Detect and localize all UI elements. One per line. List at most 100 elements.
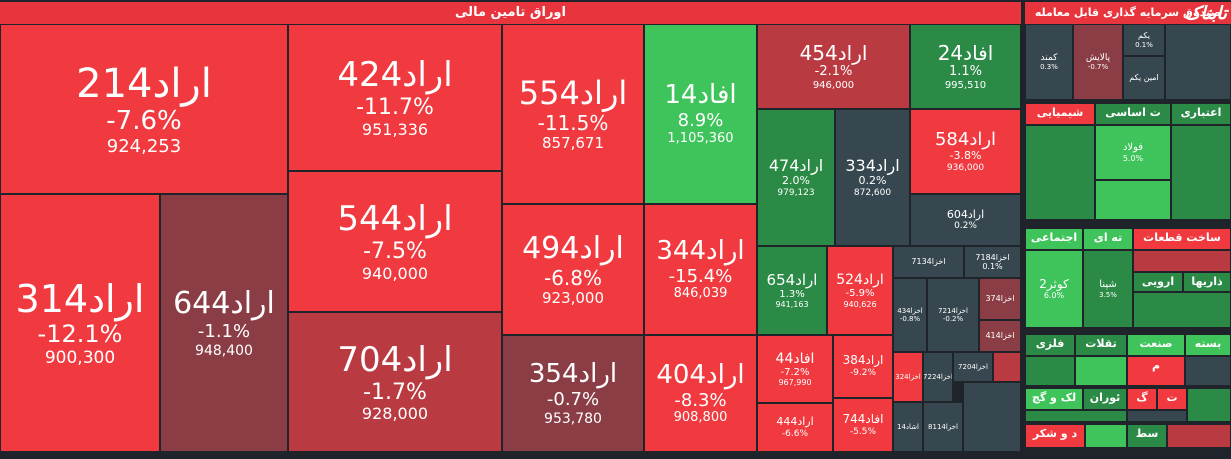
tile-volume: 941,163 (775, 300, 809, 310)
fund-tile[interactable]: امین یکم (1123, 56, 1165, 100)
sector-header[interactable]: صنعت (1127, 334, 1185, 356)
sector-block[interactable] (1171, 125, 1231, 220)
sector-header[interactable]: د و شکر (1025, 424, 1085, 448)
treemap-tile[interactable]: اراد644 -1.1% 948,400 (160, 194, 288, 452)
tile-volume: 979,123 (777, 187, 815, 198)
small-tile[interactable]: اخزا7184 0.1% (964, 246, 1021, 278)
sector-block[interactable] (1025, 410, 1127, 422)
small-tile[interactable] (1165, 24, 1231, 100)
tile-change: -11.7% (356, 95, 434, 121)
tile-volume: 946,000 (812, 79, 855, 91)
small-tile[interactable]: اخزا324 (893, 352, 923, 402)
treemap-tile[interactable]: افاد744 -5.5% (833, 398, 893, 452)
sector-header[interactable]: ساخت قطعات (1133, 228, 1231, 250)
sector-block[interactable] (1095, 180, 1171, 220)
treemap-tile[interactable]: اراد604 0.2% (910, 194, 1021, 246)
tile-change: -1.1% (197, 320, 251, 342)
small-tile[interactable]: اخزا434 -0.8% (893, 278, 927, 352)
sector-block[interactable] (1127, 410, 1187, 422)
sector-header[interactable]: سط (1127, 424, 1167, 448)
tile-change: 3.5% (1099, 290, 1117, 299)
sector-header[interactable]: بسته (1185, 334, 1231, 356)
fund-tile[interactable]: کمند 0.3% (1025, 24, 1073, 100)
small-tile[interactable] (993, 352, 1021, 382)
treemap-tile[interactable]: اراد404 -8.3% 908,800 (644, 335, 757, 452)
treemap-tile[interactable]: اراد494 -6.8% 923,000 (502, 204, 644, 335)
treemap-tile[interactable]: اراد424 -11.7% 951,336 (288, 24, 502, 171)
sector-header[interactable]: ارویی (1133, 272, 1183, 292)
sector-header[interactable]: ئوران (1083, 388, 1127, 410)
tile-symbol: اراد654 (766, 270, 818, 289)
sector-header[interactable]: ت اساسی (1095, 103, 1171, 125)
tile-change: -9.2% (849, 368, 877, 379)
treemap-tile[interactable]: اراد354 -0.7% 953,780 (502, 335, 644, 452)
tile-symbol: شپنا (1099, 279, 1117, 291)
sector-header[interactable]: شیمیایی (1025, 103, 1095, 125)
tile-volume: 900,300 (44, 347, 116, 368)
sector-block[interactable] (1187, 388, 1231, 422)
small-tile[interactable]: اخزا7224 (923, 352, 953, 402)
tile-volume: 951,336 (361, 119, 429, 139)
tile-symbol: اراد454 (799, 40, 868, 65)
sector-header[interactable]: لک و گچ (1025, 388, 1083, 410)
tile-symbol: اراد444 (776, 415, 814, 428)
treemap-tile[interactable]: افاد44 -7.2% 967,990 (757, 335, 833, 403)
treemap-tile[interactable]: اراد314 -12.1% 900,300 (0, 194, 160, 452)
sector-block[interactable] (1085, 424, 1127, 448)
fund-tile[interactable]: پالایش -0.7% (1073, 24, 1123, 100)
tile-volume: 1,105,360 (667, 130, 734, 146)
sector-block[interactable] (1025, 356, 1075, 386)
treemap-tile[interactable]: اراد554 -11.5% 857,671 (502, 24, 644, 204)
small-tile[interactable]: اخزا7134 (893, 246, 964, 278)
treemap-tile[interactable]: افاد24 1.1% 995,510 (910, 24, 1021, 109)
tile-symbol: اخزا374 (985, 294, 1015, 304)
sector-header[interactable]: ذاریها (1183, 272, 1231, 292)
sector-block[interactable] (1185, 356, 1231, 386)
sector-block[interactable]: کوثر2 6.0% (1025, 250, 1083, 328)
sector-block[interactable] (1133, 292, 1231, 328)
sector-header[interactable]: اعتباری (1171, 103, 1231, 125)
small-tile[interactable]: اخزا7204 (953, 352, 993, 382)
treemap-tile[interactable]: اراد524 -5.9% 940,626 (827, 246, 893, 335)
sector-header[interactable]: اجتماعی (1025, 228, 1083, 250)
tile-symbol: اخزا414 (985, 331, 1015, 341)
small-tile[interactable]: اخزا8114 (923, 402, 963, 452)
small-tile[interactable] (963, 382, 1021, 452)
tile-symbol: افاد744 (842, 411, 884, 426)
tile-symbol: افاد44 (775, 350, 815, 367)
treemap-tile[interactable]: اراد214 -7.6% 924,253 (0, 24, 288, 194)
tile-symbol: اخزا7214 (938, 306, 968, 315)
treemap-tile[interactable]: اراد654 1.3% 941,163 (757, 246, 827, 335)
sector-block[interactable]: فولاد 5.0% (1095, 125, 1171, 180)
treemap-tile[interactable]: اراد334 0.2% 872,600 (835, 109, 910, 246)
sector-block[interactable] (1167, 424, 1231, 448)
tile-change: 0.1% (982, 262, 1003, 271)
treemap-tile[interactable]: افاد14 8.9% 1,105,360 (644, 24, 757, 204)
treemap-tile[interactable]: اراد384 -9.2% (833, 335, 893, 398)
sector-block[interactable] (1075, 356, 1127, 386)
sector-block[interactable]: شپنا 3.5% (1083, 250, 1133, 328)
small-tile[interactable]: اخزا374 (979, 278, 1021, 320)
treemap-tile[interactable]: اراد704 -1.7% 928,000 (288, 312, 502, 452)
tile-symbol: اراد604 (946, 207, 985, 221)
sector-block[interactable] (1025, 125, 1095, 220)
treemap-tile[interactable]: اراد474 2.0% 979,123 (757, 109, 835, 246)
small-tile[interactable]: اخزا414 (979, 320, 1021, 352)
small-tile[interactable]: اشاد14 (893, 402, 923, 452)
tile-change: -6.6% (781, 428, 809, 439)
small-tile[interactable]: اخزا7214 -0.2% (927, 278, 979, 352)
treemap-tile[interactable]: اراد584 -3.8% 936,000 (910, 109, 1021, 194)
treemap-tile[interactable]: اراد454 -2.1% 946,000 (757, 24, 910, 109)
sector-header[interactable]: گ (1127, 388, 1157, 410)
treemap-tile[interactable]: اراد444 -6.6% (757, 403, 833, 452)
sector-header[interactable]: تقلات (1075, 334, 1127, 356)
treemap-tile[interactable]: اراد544 -7.5% 940,000 (288, 171, 502, 312)
sector-header[interactable]: م (1127, 356, 1185, 386)
sector-header[interactable]: ته ای (1083, 228, 1133, 250)
treemap-tile[interactable]: اراد344 -15.4% 846,039 (644, 204, 757, 335)
fund-tile[interactable]: یکم 0.1% (1123, 24, 1165, 56)
sector-header[interactable]: ت (1157, 388, 1187, 410)
sector-block[interactable] (1133, 250, 1231, 272)
tile-symbol: کمند (1040, 52, 1058, 63)
sector-header[interactable]: فلزی (1025, 334, 1075, 356)
